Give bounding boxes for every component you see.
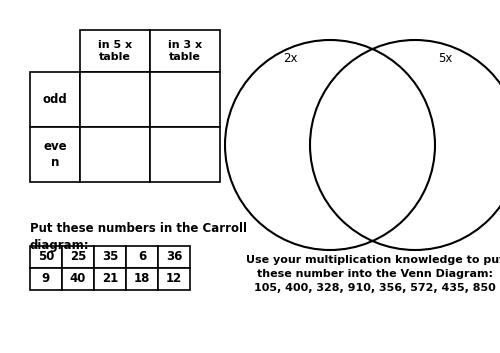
Text: 9: 9 xyxy=(42,273,50,286)
Bar xyxy=(62,268,94,290)
Text: 40: 40 xyxy=(70,273,86,286)
Bar xyxy=(30,246,62,268)
Text: 6: 6 xyxy=(138,251,146,263)
Bar xyxy=(30,72,80,127)
Text: 5x: 5x xyxy=(438,52,452,65)
Text: Use your multiplication knowledge to put
these number into the Venn Diagram:
105: Use your multiplication knowledge to put… xyxy=(246,255,500,293)
Text: 36: 36 xyxy=(166,251,182,263)
Text: 35: 35 xyxy=(102,251,118,263)
Bar xyxy=(80,30,150,72)
Text: in 5 x
table: in 5 x table xyxy=(98,40,132,62)
Text: 50: 50 xyxy=(38,251,54,263)
Bar xyxy=(158,246,190,268)
Text: 12: 12 xyxy=(166,273,182,286)
Bar xyxy=(94,246,126,268)
Bar xyxy=(126,268,158,290)
Bar xyxy=(126,246,158,268)
Text: 21: 21 xyxy=(102,273,118,286)
Bar xyxy=(30,268,62,290)
Text: 18: 18 xyxy=(134,273,150,286)
Bar xyxy=(158,268,190,290)
Bar xyxy=(80,127,150,182)
Text: odd: odd xyxy=(42,93,68,106)
Bar xyxy=(30,127,80,182)
Text: 2x: 2x xyxy=(283,52,297,65)
Bar xyxy=(150,72,220,127)
Text: eve
n: eve n xyxy=(43,140,67,168)
Bar xyxy=(62,246,94,268)
Text: in 3 x
table: in 3 x table xyxy=(168,40,202,62)
Bar xyxy=(150,127,220,182)
Bar xyxy=(94,268,126,290)
Bar xyxy=(150,30,220,72)
Text: Put these numbers in the Carroll
diagram:: Put these numbers in the Carroll diagram… xyxy=(30,222,247,252)
Bar xyxy=(80,72,150,127)
Text: 25: 25 xyxy=(70,251,86,263)
